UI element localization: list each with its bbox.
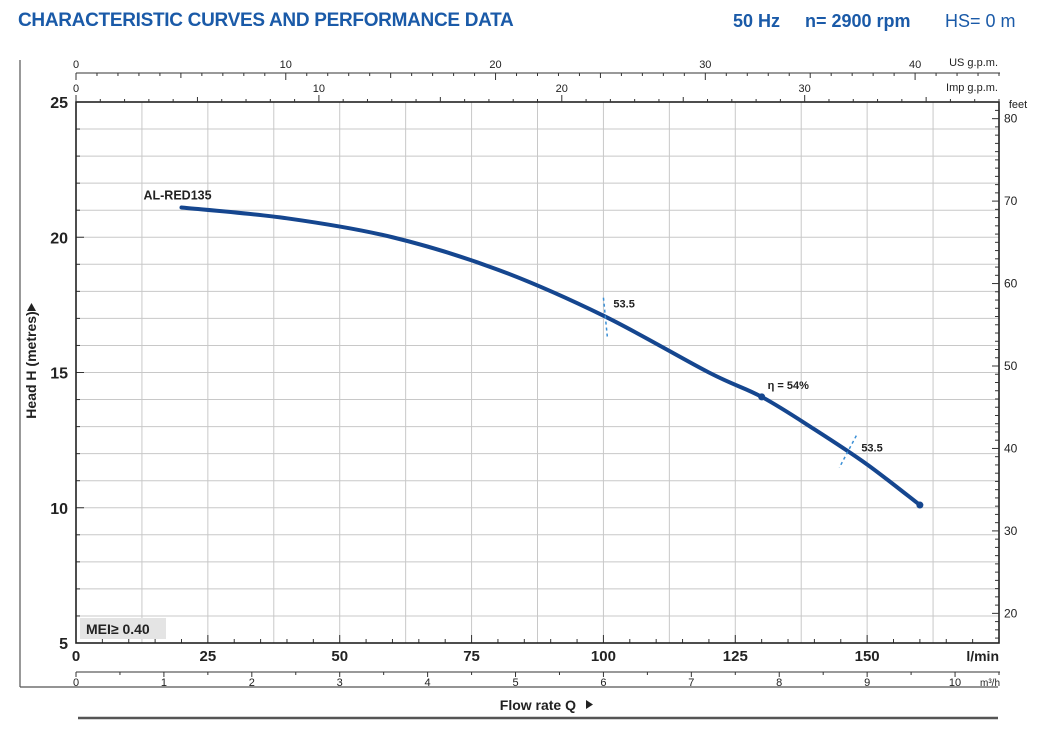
best-efficiency-point [758,393,766,401]
x-axis-arrow-icon [586,700,593,709]
series-layer: AL-RED135 [143,188,924,509]
x-tick-label: 75 [463,648,480,665]
axis-ticks [75,73,1000,677]
speed-label: n= 2900 rpm [805,11,911,31]
y-tick-label: 25 [50,95,68,112]
efficiency-mark-right [838,435,857,469]
imp-gpm-tick-label: 20 [556,83,568,95]
us-gpm-tick-label: 0 [73,59,79,71]
m3h-tick-label: 7 [688,677,694,689]
us-gpm-tick-label: 30 [699,59,711,71]
m3h-tick-label: 9 [864,677,870,689]
y-tick-label: 15 [50,366,68,383]
feet-tick-label: 70 [1004,194,1018,208]
m3h-tick-label: 1 [161,677,167,689]
series-label: AL-RED135 [143,188,211,202]
efficiency-label-right: 53.5 [861,443,882,455]
feet-unit-label: feet [1009,99,1027,111]
x-tick-label: 125 [723,648,748,665]
m3h-tick-label: 10 [949,677,961,689]
imp-gpm-tick-label: 30 [799,83,811,95]
imp-gpm-tick-label: 10 [313,83,325,95]
m3h-tick-label: 4 [425,677,431,689]
efficiency-label-best: η = 54% [768,380,809,392]
lmin-unit-label: l/min [966,648,999,664]
m3h-tick-label: 6 [600,677,606,689]
m3h-tick-label: 2 [249,677,255,689]
imp-gpm-tick-label: 0 [73,83,79,95]
x-tick-label: 150 [855,648,880,665]
feet-tick-label: 80 [1004,112,1018,126]
feet-tick-label: 40 [1004,441,1018,455]
x-tick-label: 50 [331,648,348,665]
x-tick-label: 0 [72,648,80,665]
header-bar: CHARACTERISTIC CURVES AND PERFORMANCE DA… [0,8,1039,36]
y-axis-arrow-icon [27,303,36,311]
us-gpm-tick-label: 40 [909,59,921,71]
grid-lines [76,102,999,643]
chart-title: CHARACTERISTIC CURVES AND PERFORMANCE DA… [18,10,514,31]
y-tick-label: 20 [50,230,68,247]
us-gpm-tick-label: 10 [280,59,292,71]
m3h-tick-label: 0 [73,677,79,689]
frequency-label: 50 Hz [733,11,781,31]
m3h-unit-label: m³/h [980,678,1000,689]
feet-tick-label: 20 [1004,606,1018,620]
m3h-tick-label: 5 [512,677,518,689]
efficiency-label-left: 53.5 [613,299,634,311]
x-axis-title: Flow rate Q [500,697,576,713]
feet-tick-label: 50 [1004,359,1018,373]
x-tick-label: 25 [200,648,217,665]
efficiency-mark-left [602,297,609,338]
feet-tick-label: 30 [1004,524,1018,538]
feet-tick-label: 60 [1004,277,1018,291]
mei-badge: MEI≥ 0.40 [86,621,150,637]
y-tick-label: 10 [50,501,68,518]
m3h-tick-label: 8 [776,677,782,689]
mei-badge-box [80,618,166,639]
series-curve [179,205,922,508]
us-gpm-tick-label: 20 [489,59,501,71]
imp-gpm-unit-label: Imp g.p.m. [946,82,998,94]
hs-label: HS= 0 m [945,11,1016,31]
y-axis-title: Head H (metres) [23,311,39,418]
curve-end-point [916,501,924,509]
us-gpm-unit-label: US g.p.m. [949,57,998,69]
x-tick-label: 100 [591,648,616,665]
annotations-layer: 53.5 η = 54% 53.5 [602,297,883,469]
m3h-tick-label: 3 [337,677,343,689]
y-tick-label: 5 [59,636,68,653]
